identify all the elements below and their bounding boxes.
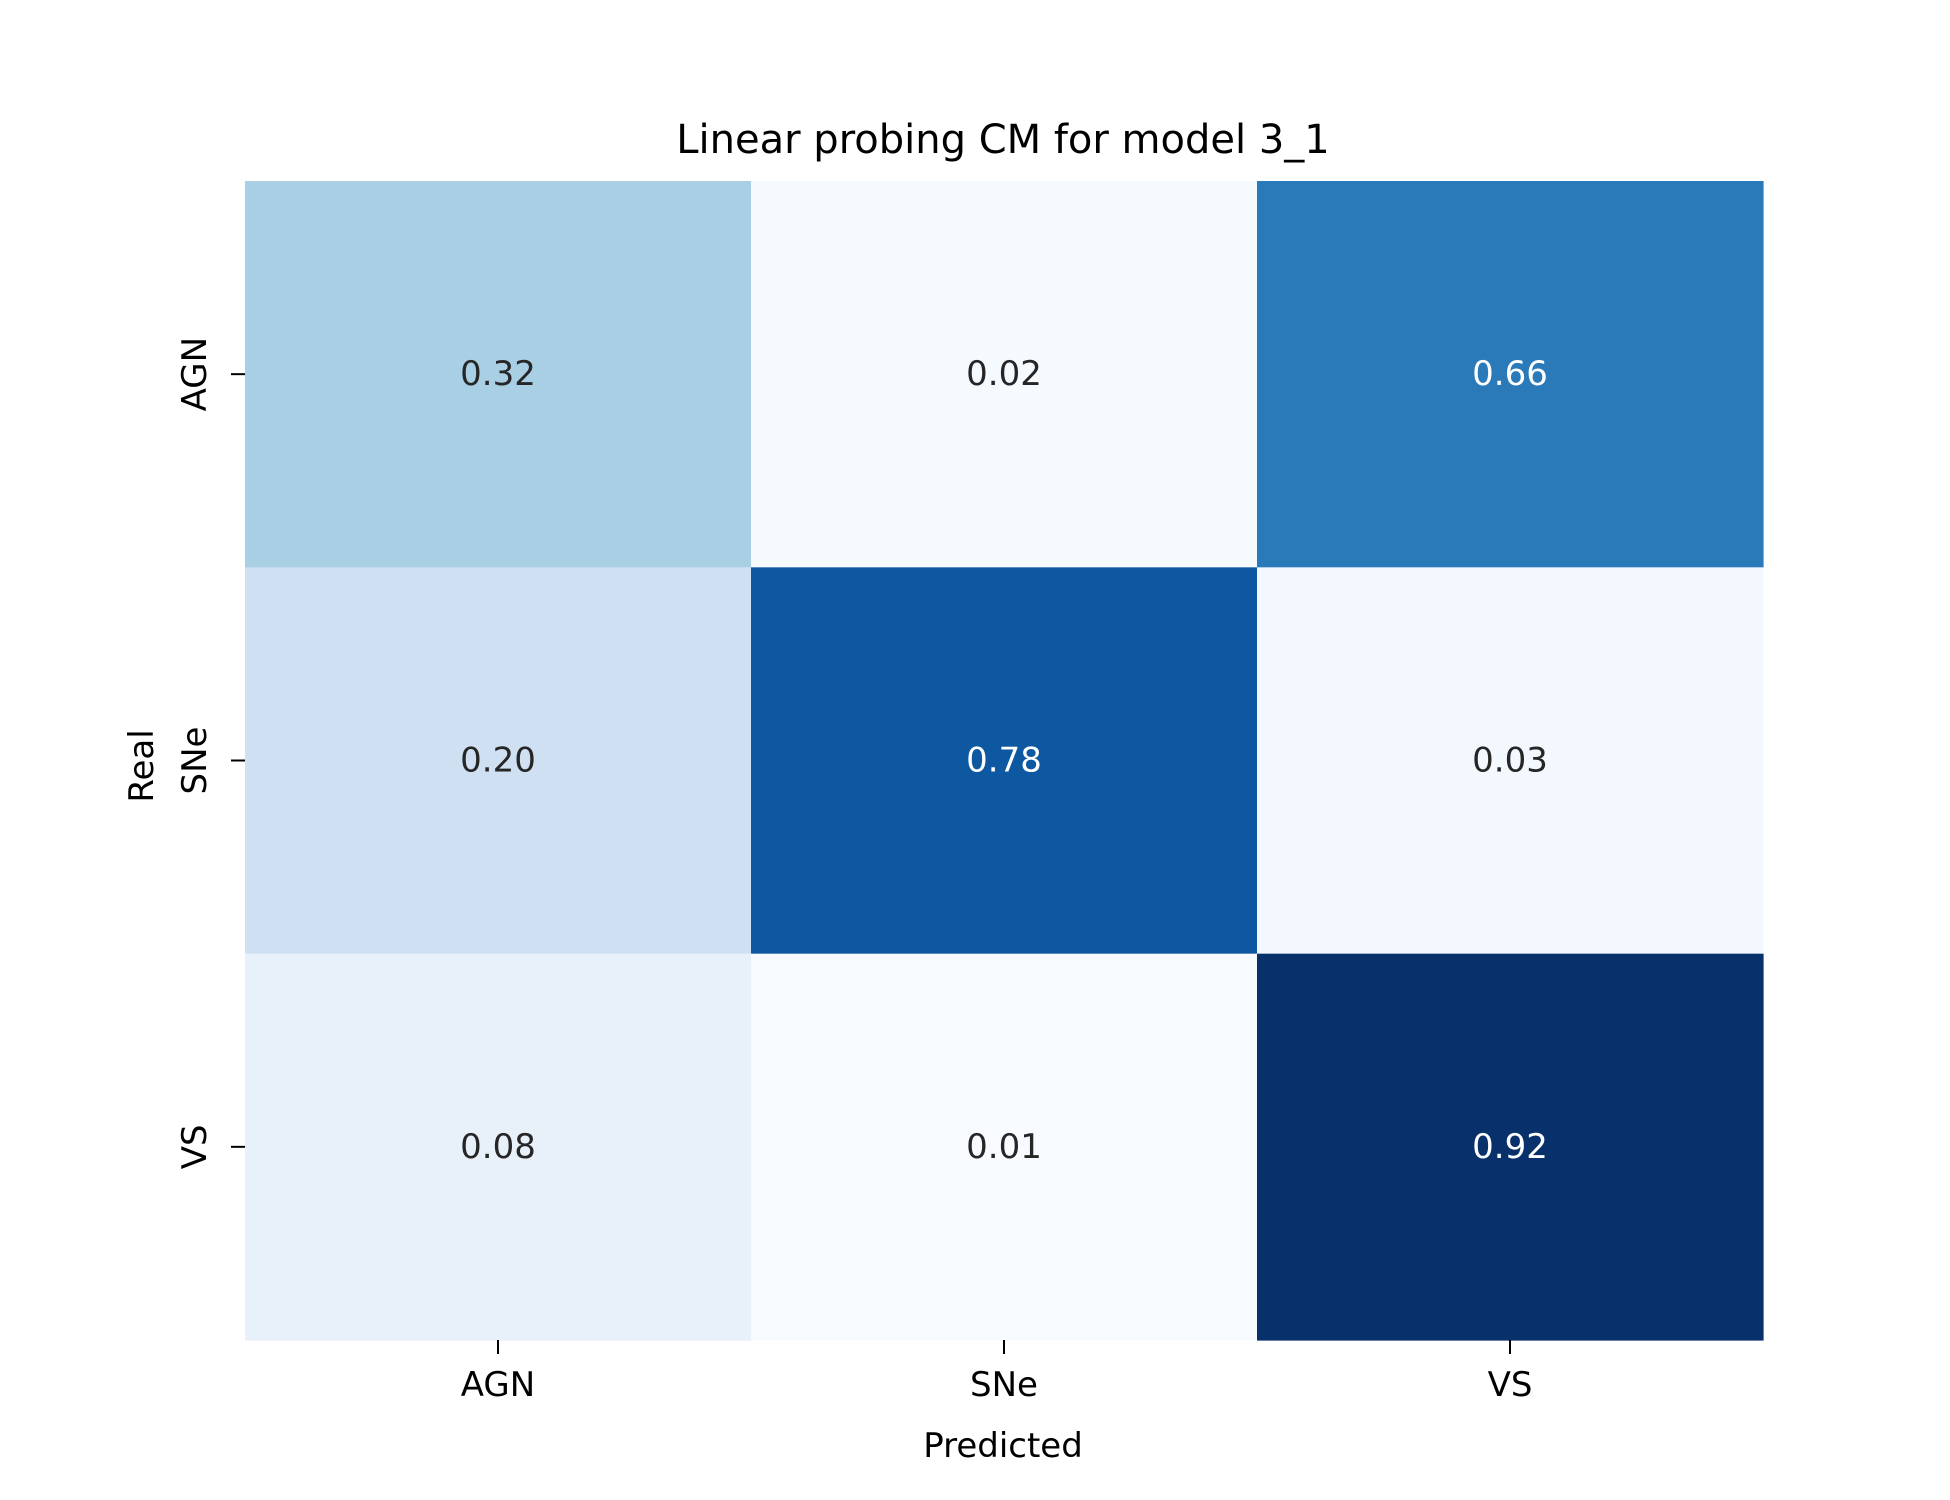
heatmap-cell-labels: 0.32 0.02 0.66 0.20 0.78 0.03 0.08 0.01 0.92 [460, 354, 1548, 1167]
heatmap-cell-vs-agn [245, 953, 752, 1341]
x-tick-label: VS [1488, 1365, 1533, 1405]
x-tick-label: SNe [970, 1365, 1038, 1405]
y-tick-label: VS [175, 1124, 215, 1169]
x-tick-label: AGN [461, 1365, 535, 1405]
cell-value-label: 0.92 [1472, 1127, 1548, 1167]
cell-value-label: 0.78 [966, 741, 1042, 781]
cell-value-label: 0.20 [460, 741, 536, 781]
heatmap-cells [245, 181, 1764, 1341]
chart-title: Linear probing CM for model 3_1 [676, 117, 1329, 163]
cell-value-label: 0.03 [1472, 741, 1548, 781]
cell-value-label: 0.02 [966, 354, 1042, 394]
y-tick-label: SNe [175, 727, 215, 795]
y-axis-label: Real [122, 729, 162, 802]
cell-value-label: 0.66 [1472, 354, 1548, 394]
heatmap-cell-sne-vs [1257, 567, 1764, 955]
heatmap-cell-vs-sne [751, 953, 1258, 1341]
y-axis-ticks: AGN SNe VS [175, 337, 245, 1169]
cell-value-label: 0.32 [460, 354, 536, 394]
heatmap-cell-agn-vs [1257, 181, 1764, 568]
heatmap-cell-vs-vs [1257, 953, 1764, 1341]
heatmap-cell-agn-agn [245, 181, 752, 568]
y-tick-label: AGN [175, 337, 215, 411]
cell-value-label: 0.01 [966, 1127, 1042, 1167]
heatmap-cell-agn-sne [751, 181, 1258, 568]
heatmap-cell-sne-agn [245, 567, 752, 955]
heatmap-cell-sne-sne [751, 567, 1258, 955]
x-axis-label: Predicted [923, 1426, 1083, 1466]
x-axis-ticks: AGN SNe VS [461, 1340, 1533, 1405]
cell-value-label: 0.08 [460, 1127, 536, 1167]
